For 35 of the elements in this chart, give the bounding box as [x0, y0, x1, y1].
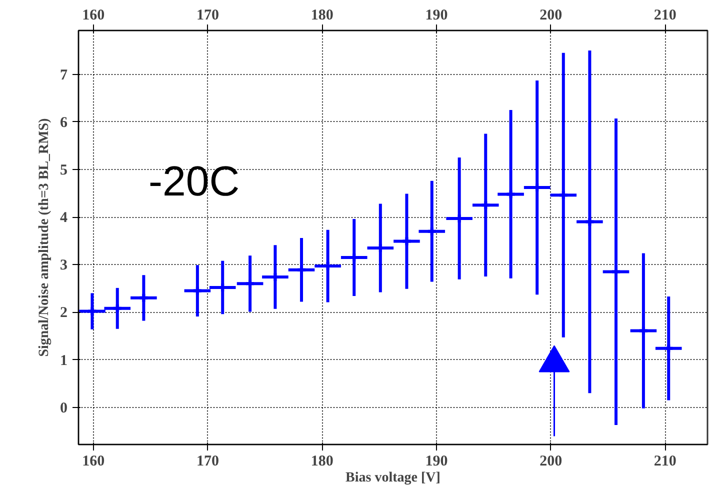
point: [192, 285, 203, 296]
point: [401, 236, 412, 247]
point: [505, 188, 516, 200]
y-tick-label: 7: [60, 67, 68, 84]
annotation: -20C: [148, 158, 240, 204]
x-tick-label: 200: [540, 8, 562, 24]
y-tick-label: 6: [60, 114, 68, 131]
x2-tick-label: 210: [654, 454, 676, 470]
y-tick-label: 3: [60, 258, 68, 274]
point: [112, 302, 123, 314]
y-tick-label: 1: [60, 352, 68, 369]
x-tick-label: 190: [425, 8, 448, 24]
x2-tick-label: 160: [82, 454, 105, 470]
point: [426, 226, 438, 237]
point: [584, 216, 596, 228]
point: [138, 292, 150, 304]
x-tick-label: 180: [310, 8, 334, 24]
point: [86, 306, 98, 317]
x2-tick-label: 180: [310, 454, 334, 470]
x-axis-title: Bias voltage [V]: [346, 470, 440, 486]
x2-tick-label: 170: [196, 454, 219, 470]
y-axis-title: Signal/Noise amplitude (th=3 BL_RMS): [37, 118, 52, 357]
point: [663, 342, 674, 354]
point: [558, 190, 569, 201]
y-tick-label: 5: [60, 162, 68, 178]
point: [480, 200, 492, 211]
x-tick-label: 210: [654, 8, 676, 24]
x-tick-label: 160: [82, 8, 105, 24]
y-tick-label: 0: [60, 400, 68, 416]
x-tick-label: 170: [196, 8, 219, 24]
x2-tick-label: 200: [540, 454, 562, 470]
x2-tick-label: 190: [425, 454, 448, 470]
y-tick-label: 4: [60, 210, 68, 226]
point: [638, 325, 649, 336]
y-tick-label: 2: [60, 305, 68, 322]
